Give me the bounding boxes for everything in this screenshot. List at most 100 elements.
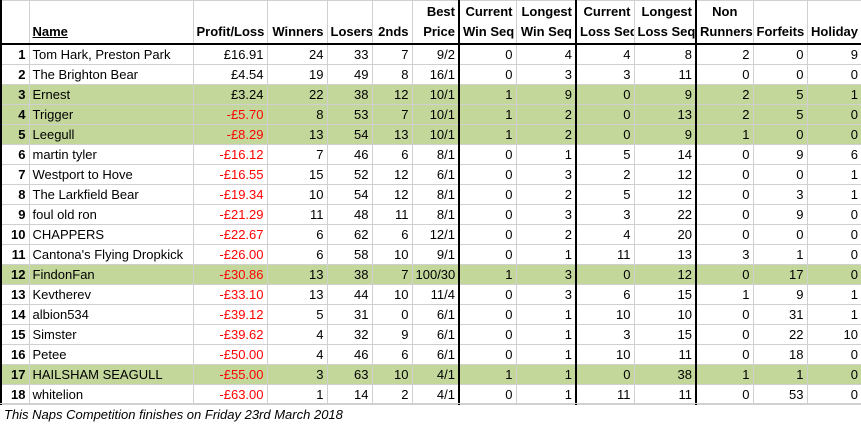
table-row: 13 Kevtherev -£33.10 13 44 10 11/4 0 3 6 15 1 9 1 [0, 284, 861, 305]
value-cell: 0 [458, 344, 517, 365]
value-cell: 6 [806, 144, 861, 165]
rank-cell: 13 [0, 284, 30, 305]
rank-cell: 6 [0, 144, 30, 165]
value-cell: 9 [633, 124, 697, 145]
value-cell: 10 [633, 304, 697, 325]
value-cell: 0 [695, 184, 754, 205]
value-cell: -£19.34 [192, 184, 268, 205]
header-line: Loss Seq [580, 24, 634, 39]
value-cell: 0 [806, 224, 861, 245]
value-cell: 1 [695, 364, 754, 385]
column-header: Forfeits [752, 0, 808, 45]
value-cell: 0 [752, 124, 808, 145]
value-cell: 7 [266, 144, 328, 165]
column-header: Current Loss Seq [575, 0, 635, 45]
value-cell: 9 [515, 84, 577, 105]
rank-cell: 11 [0, 244, 30, 265]
rank-cell: 17 [0, 364, 30, 385]
value-cell: 15 [266, 164, 328, 185]
value-cell: 0 [695, 164, 754, 185]
value-cell: 15 [633, 324, 697, 345]
header-line: Current [465, 4, 513, 19]
rank-cell: 16 [0, 344, 30, 365]
value-cell: 54 [326, 184, 373, 205]
value-cell: 8/1 [411, 144, 460, 165]
value-cell: 8 [371, 64, 413, 85]
value-cell: 0 [458, 324, 517, 345]
name-cell: albion534 [28, 304, 194, 325]
name-cell: Cantona's Flying Dropkick [28, 244, 194, 265]
value-cell: -£63.00 [192, 384, 268, 405]
value-cell: 17 [752, 264, 808, 285]
value-cell: 100/30 [411, 264, 460, 285]
value-cell: 11 [575, 244, 635, 265]
value-cell: 6/1 [411, 344, 460, 365]
value-cell: 4 [266, 324, 328, 345]
value-cell: 5 [752, 104, 808, 125]
value-cell: 2 [575, 164, 635, 185]
value-cell: 46 [326, 144, 373, 165]
header-line: Longest [521, 4, 572, 19]
value-cell: 1 [515, 144, 577, 165]
name-cell: FindonFan [28, 264, 194, 285]
value-cell: 0 [806, 244, 861, 265]
value-cell: 10 [575, 344, 635, 365]
value-cell: 1 [806, 284, 861, 305]
value-cell: 31 [752, 304, 808, 325]
value-cell: 2 [515, 124, 577, 145]
value-cell: 13 [371, 124, 413, 145]
value-cell: 4/1 [411, 384, 460, 405]
rank-cell: 10 [0, 224, 30, 245]
name-cell: Petee [28, 344, 194, 365]
value-cell: 0 [575, 104, 635, 125]
rank-cell: 12 [0, 264, 30, 285]
value-cell: 4 [575, 224, 635, 245]
value-cell: -£33.10 [192, 284, 268, 305]
value-cell: 0 [458, 144, 517, 165]
value-cell: 1 [806, 164, 861, 185]
name-cell: Simster [28, 324, 194, 345]
value-cell: 1 [695, 284, 754, 305]
value-cell: 2 [695, 43, 754, 65]
name-cell: martin tyler [28, 144, 194, 165]
column-header: Winners [266, 0, 328, 45]
value-cell: 0 [458, 184, 517, 205]
value-cell: 53 [326, 104, 373, 125]
header-line: Best [426, 4, 455, 19]
value-cell: 2 [695, 104, 754, 125]
value-cell: 10 [371, 284, 413, 305]
value-cell: 44 [326, 284, 373, 305]
header-line: Forfeits [756, 24, 805, 39]
value-cell: 53 [752, 384, 808, 405]
name-cell: Trigger [28, 104, 194, 125]
header-row: Name Profit/Loss Winners Losers 2nds Best Pric… [0, 0, 861, 45]
column-header: Longest Win Seq [515, 0, 577, 45]
header-line: Runners [700, 24, 753, 39]
table-row: 18 whitelion -£63.00 1 14 2 4/1 0 1 11 11 0 53 0 [0, 384, 861, 405]
value-cell: 9 [752, 204, 808, 225]
name-cell: Tom Hark, Preston Park [28, 43, 194, 65]
table-row: 7 Westport to Hove -£16.55 15 52 12 6/1 0 3 2 12 0 0… [0, 164, 861, 185]
value-cell: -£16.12 [192, 144, 268, 165]
value-cell: 1 [515, 304, 577, 325]
value-cell: 52 [326, 164, 373, 185]
value-cell: 7 [371, 43, 413, 65]
table-row: 3 Ernest £3.24 22 38 12 10/1 1 9 0 9 2 5 1 [0, 84, 861, 105]
value-cell: 6 [371, 224, 413, 245]
value-cell: 8/1 [411, 204, 460, 225]
value-cell: 5 [575, 144, 635, 165]
value-cell: 32 [326, 324, 373, 345]
value-cell: 0 [806, 344, 861, 365]
value-cell: 6 [266, 224, 328, 245]
header-line: Loss Seq [637, 24, 696, 39]
value-cell: 3 [515, 264, 577, 285]
column-header: Losers [326, 0, 373, 45]
value-cell: 4 [266, 344, 328, 365]
value-cell: 6 [266, 244, 328, 265]
value-cell: 6/1 [411, 164, 460, 185]
value-cell: 0 [458, 224, 517, 245]
value-cell: 9/1 [411, 244, 460, 265]
rank-cell: 7 [0, 164, 30, 185]
value-cell: 15 [633, 284, 697, 305]
value-cell: 6 [575, 284, 635, 305]
